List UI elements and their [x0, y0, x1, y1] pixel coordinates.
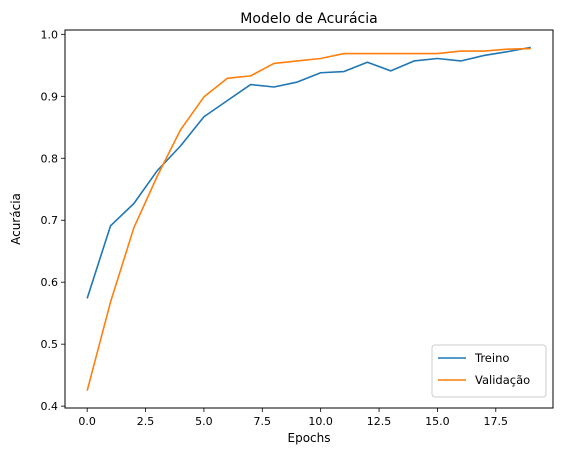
y-axis: 0.4 0.5 0.6 0.7 0.8 0.9 1.0	[41, 28, 65, 413]
y-tick-label: 1.0	[41, 28, 59, 41]
series-line-treino	[86, 46, 531, 299]
y-axis-label: Acurácia	[9, 193, 23, 245]
x-tick-label: 2.5	[137, 415, 155, 428]
x-axis-label: Epochs	[288, 431, 331, 445]
x-tick-label: 0.0	[78, 415, 96, 428]
x-tick-label: 12.5	[367, 415, 392, 428]
legend-label: Treino	[474, 351, 509, 365]
chart-title: Modelo de Acurácia	[240, 11, 377, 27]
y-tick-label: 0.6	[41, 276, 59, 289]
y-tick-label: 0.5	[41, 338, 59, 351]
y-tick-label: 0.7	[41, 214, 59, 227]
plot-area	[64, 29, 554, 409]
y-tick-label: 0.8	[41, 152, 59, 165]
x-axis: 0.0 2.5 5.0 7.5 10.0 12.5 15.0 17.5	[78, 408, 508, 428]
legend-label: Validação	[475, 373, 530, 387]
series-line-validacao	[86, 47, 531, 391]
x-tick-label: 5.0	[195, 415, 213, 428]
y-tick-label: 0.4	[41, 400, 59, 413]
x-tick-label: 10.0	[308, 415, 333, 428]
y-tick-label: 0.9	[41, 90, 59, 103]
series-lines	[86, 46, 531, 391]
legend: Treino Validação	[431, 344, 547, 398]
x-tick-label: 17.5	[484, 415, 509, 428]
x-tick-label: 7.5	[254, 415, 272, 428]
x-tick-label: 15.0	[425, 415, 450, 428]
